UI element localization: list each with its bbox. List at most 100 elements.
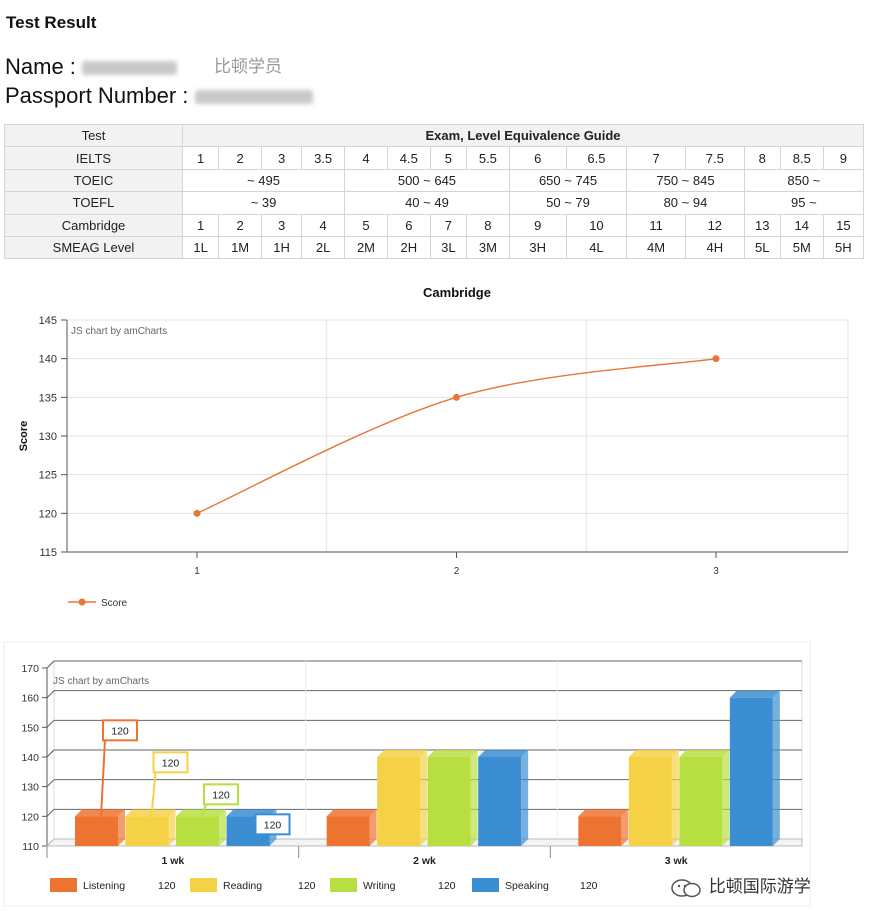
table-cell: 4	[301, 213, 346, 237]
bar-top	[679, 750, 730, 757]
header-guide: Exam, Level Equivalence Guide	[182, 123, 864, 148]
table-cell: 3	[261, 146, 303, 170]
bar-side	[621, 809, 629, 846]
name-label: Name :	[5, 54, 76, 79]
bar-top	[578, 809, 629, 817]
bar-top	[628, 750, 679, 757]
bar-side	[521, 750, 529, 846]
bar-side	[470, 750, 478, 846]
table-cell: 40 ~ 49	[344, 191, 510, 215]
bar-front	[176, 816, 219, 846]
table-cell: 6	[386, 213, 431, 237]
table-cell: 13	[743, 213, 781, 237]
y-tick-label: 170	[21, 663, 39, 675]
table-row: Cambridge 1 2 3 4 5 6 7 8 9 10 11 12 13 14 15	[4, 213, 865, 237]
table-row: IELTS 1 2 3 3.5 4 4.5 5 5.5 6 6.5 7 7.5 8 8.5 9	[4, 146, 865, 170]
x-tick-label: 2 wk	[413, 855, 436, 867]
legend-value: 120	[158, 880, 176, 892]
table-cell: 95 ~	[743, 191, 865, 215]
bar-front	[326, 816, 370, 846]
legend-marker	[78, 598, 86, 606]
row-label: Cambridge	[4, 213, 183, 237]
table-cell: 12	[684, 213, 745, 237]
table-cell: 5	[429, 146, 467, 170]
bar-reading	[377, 750, 428, 846]
data-label-leader	[100, 740, 106, 817]
table-cell: 3H	[508, 235, 567, 260]
table-cell: 1	[181, 146, 220, 170]
bar-front	[75, 816, 118, 846]
legend-value: 120	[298, 880, 316, 892]
bar-front	[125, 816, 169, 846]
table-cell: 8	[465, 213, 510, 237]
row-label: TOEIC	[4, 168, 183, 193]
table-cell: 750 ~ 845	[626, 168, 745, 193]
table-cell: 3.5	[301, 146, 346, 170]
y-tick-label: 140	[21, 752, 39, 764]
bar-top	[377, 750, 428, 757]
chart-credit: JS chart by amCharts	[71, 326, 167, 337]
table-cell: 2L	[301, 235, 346, 260]
y-tick-label: 160	[21, 693, 39, 705]
bar-writing	[679, 750, 730, 846]
bar-front	[478, 757, 522, 846]
bar-writing: 120	[176, 783, 239, 846]
header-test: Test	[4, 123, 183, 148]
legend-label: Writing	[363, 880, 396, 892]
legend-value: 120	[580, 880, 598, 892]
bar-front	[729, 697, 773, 846]
data-label: 120	[264, 819, 282, 831]
table-cell: 1M	[218, 235, 263, 260]
legend-swatch-reading	[190, 878, 217, 892]
data-label: 120	[212, 789, 230, 801]
table-cell: 7	[626, 146, 686, 170]
passport-redacted	[194, 90, 313, 105]
table-row: TOEFL ~ 39 40 ~ 49 50 ~ 79 80 ~ 94 95 ~	[4, 191, 865, 215]
table-cell: 1	[181, 213, 220, 237]
table-cell: 8	[743, 146, 781, 170]
bar-top	[478, 750, 529, 757]
table-cell: ~ 495	[181, 168, 346, 193]
y-tick-label: 120	[39, 508, 57, 520]
table-cell: 5M	[779, 235, 824, 260]
y-tick-label: 115	[39, 547, 57, 559]
bar-listening	[326, 809, 377, 846]
table-cell: 4H	[684, 235, 745, 260]
data-point	[712, 355, 720, 363]
x-tick-label: 1	[194, 566, 200, 577]
grid-depth-line	[46, 690, 55, 699]
bar-side	[722, 750, 730, 846]
bar-front	[578, 816, 622, 846]
y-tick-label: 140	[39, 354, 57, 366]
table-cell: ~ 39	[181, 191, 346, 215]
legend-swatch-writing	[330, 878, 357, 892]
table-row: TOEIC ~ 495 500 ~ 645 650 ~ 745 750 ~ 845 850…	[4, 168, 865, 193]
data-point	[453, 393, 460, 401]
table-cell: 2	[218, 146, 263, 170]
x-tick-label: 3 wk	[665, 855, 688, 867]
bar-listening	[578, 809, 629, 846]
passport-line: Passport Number :	[5, 83, 313, 109]
bar-reading	[628, 750, 679, 846]
bar-listening: 120	[75, 719, 138, 846]
bar-front	[377, 757, 421, 846]
data-label: 120	[162, 757, 180, 769]
table-cell: 5	[344, 213, 388, 237]
bar-side	[118, 809, 125, 846]
legend-swatch-speaking	[472, 878, 499, 892]
data-label-box	[254, 813, 291, 836]
table-header-row: Test Exam, Level Equivalence Guide	[4, 123, 864, 148]
table-cell: 9	[822, 146, 865, 170]
table-cell: 5.5	[465, 146, 510, 170]
name-line: Name :	[5, 54, 178, 80]
data-point	[193, 509, 201, 517]
x-tick-label: 1 wk	[161, 855, 184, 867]
data-label: 120	[111, 725, 129, 737]
y-tick-label: 130	[39, 431, 57, 443]
grid-depth-line	[46, 808, 55, 817]
table-cell: 4.5	[386, 146, 431, 170]
y-axis-title: Score	[18, 421, 30, 452]
table-cell: 15	[822, 213, 865, 237]
table-cell: 3	[261, 213, 303, 237]
table-cell: 5L	[743, 235, 781, 260]
